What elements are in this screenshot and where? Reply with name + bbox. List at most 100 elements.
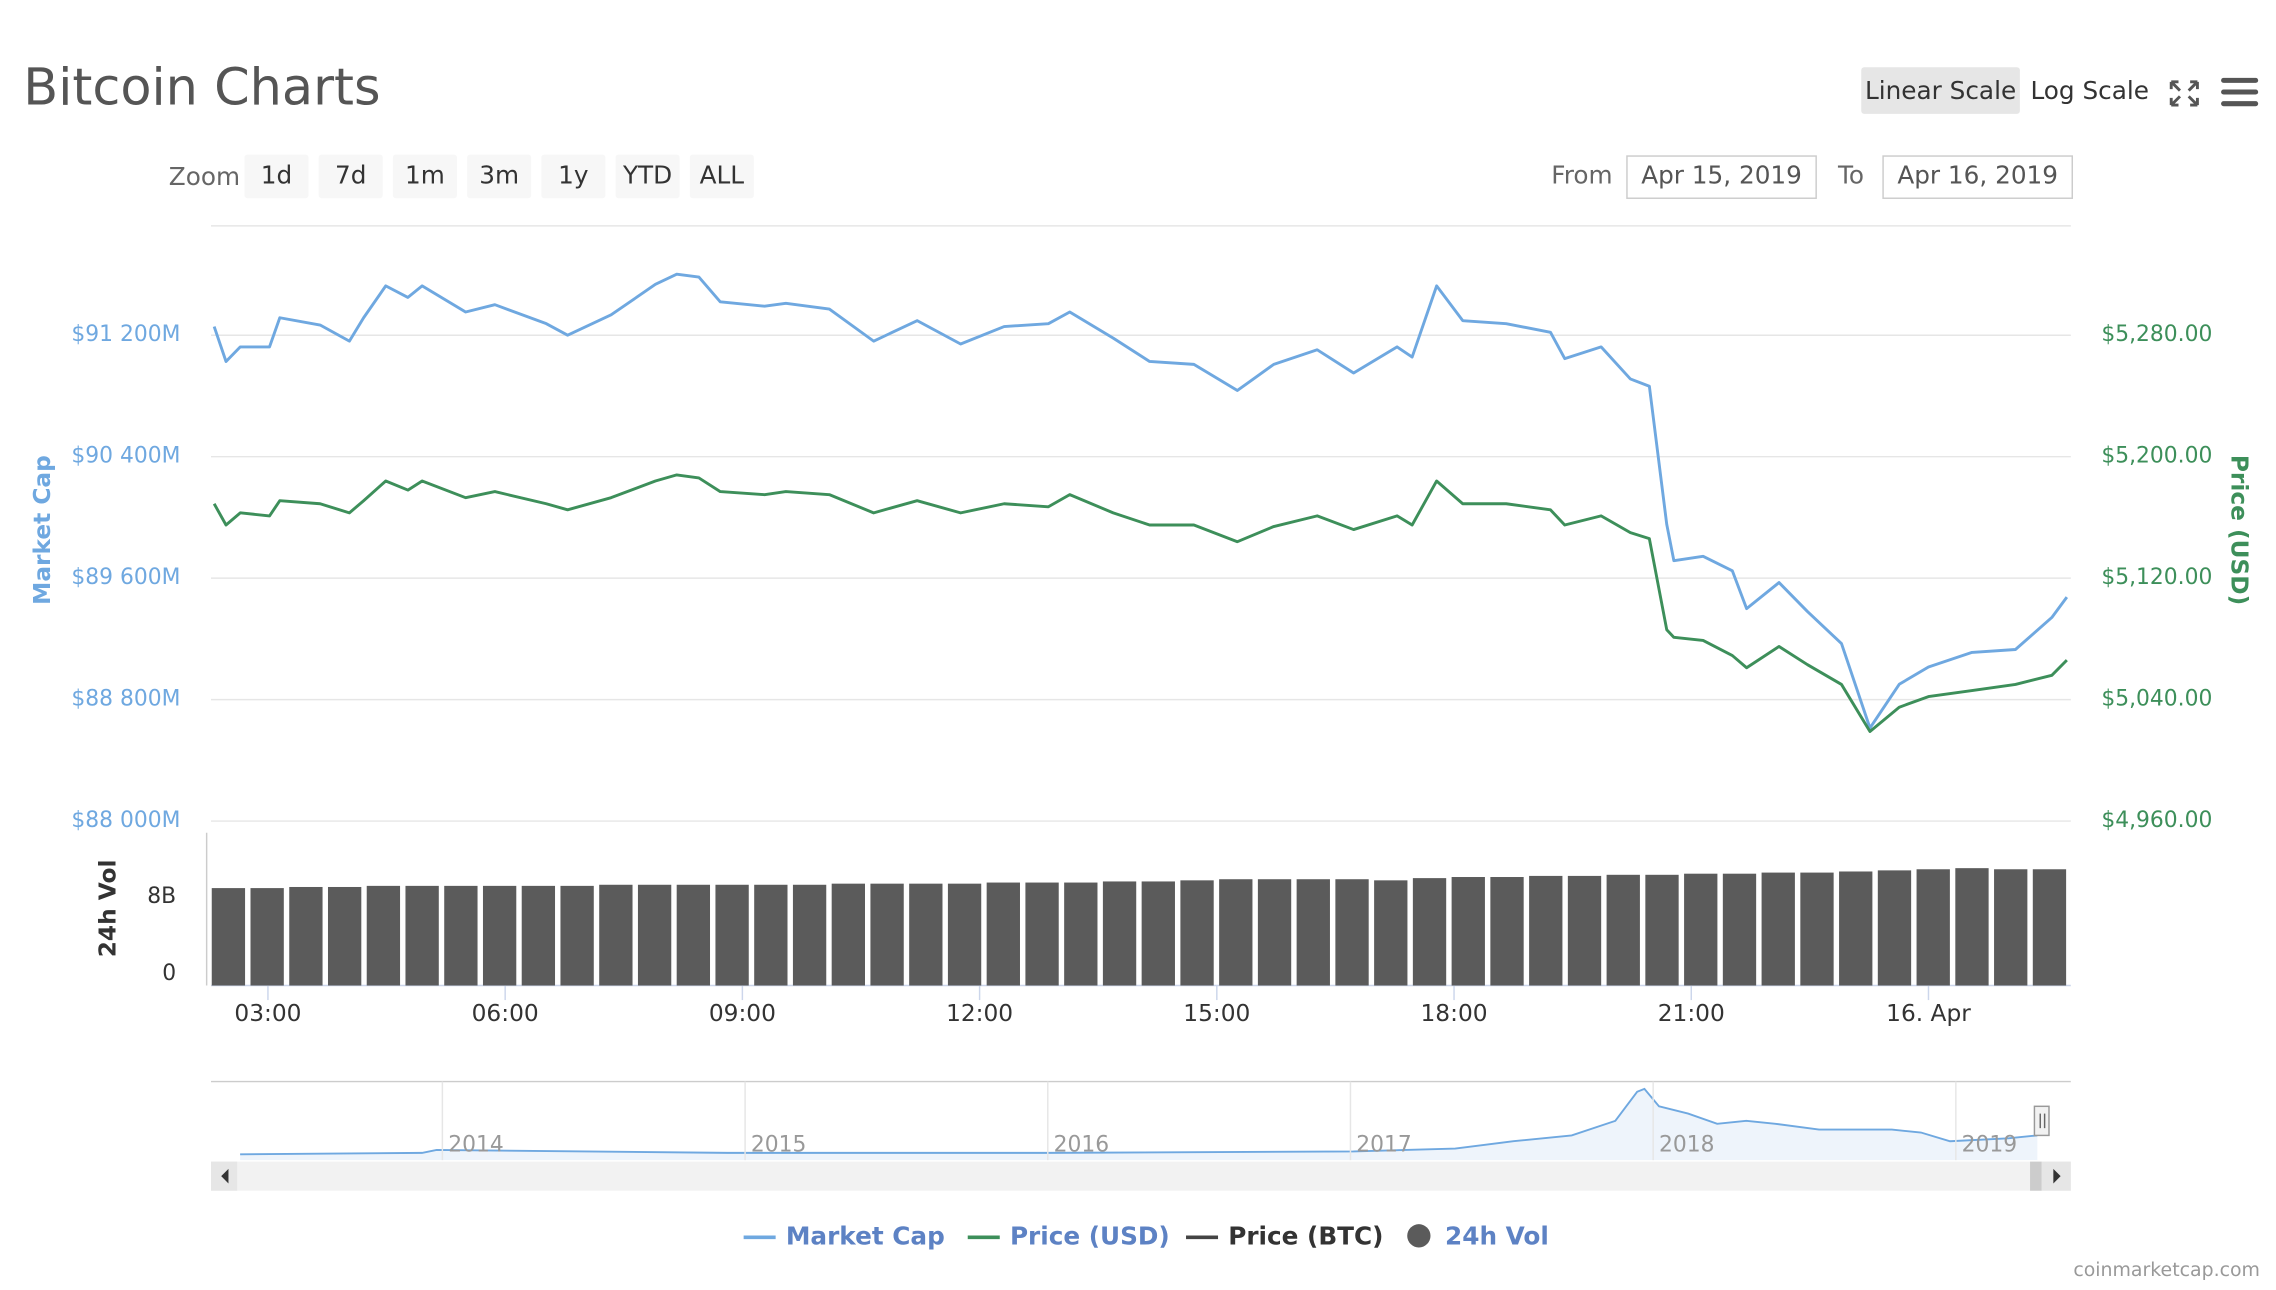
y-tick-label: $89 600M [71, 565, 180, 590]
volume-bar [986, 882, 1020, 986]
zoom-button-bg[interactable] [392, 154, 457, 199]
y-tick-label: 8B [147, 884, 176, 909]
volume-bar [1296, 879, 1330, 986]
navigator-year: 2016 [1054, 1133, 1110, 1158]
x-tick-label: 06:00 [472, 1000, 539, 1027]
y2-tick-label: $5,040.00 [2101, 687, 2212, 712]
volume-bar [1374, 880, 1408, 986]
scale-button-bg [1861, 67, 2020, 114]
to-label: To [1837, 160, 1864, 189]
zoom-button-bg[interactable] [541, 154, 606, 199]
legend-item[interactable]: Price (BTC) [1228, 1221, 1383, 1250]
fullscreen-icon[interactable] [2169, 80, 2199, 107]
navigator [211, 1080, 2071, 1191]
y2-axis-title: Price (USD) [2226, 455, 2253, 605]
to-input[interactable] [1882, 155, 2073, 199]
y2-tick-label: $5,280.00 [2101, 322, 2212, 347]
x-tick-label: 15:00 [1183, 1000, 1250, 1027]
volume-bar [1722, 873, 1757, 986]
volume-bar [1025, 882, 1059, 986]
volume-bar [289, 886, 323, 986]
zoom-button-bg[interactable] [318, 154, 383, 199]
volume-bar [831, 883, 866, 986]
volume-bar [560, 885, 594, 986]
scale-button[interactable]: Linear Scale [1865, 76, 2016, 105]
volume-bar [211, 888, 246, 986]
zoom-button-bg[interactable] [689, 154, 754, 199]
navigator-year: 2014 [448, 1133, 504, 1158]
volume-bar [1102, 881, 1137, 986]
scale-button[interactable]: Log Scale [2030, 76, 2149, 105]
volume-bar [2032, 869, 2067, 986]
volume-bar [250, 888, 284, 986]
x-tick-label: 21:00 [1658, 1000, 1725, 1027]
y-tick-label: $88 000M [71, 808, 180, 833]
volume-bar [1761, 872, 1795, 986]
series-line [212, 473, 2068, 733]
y-tick-label: $91 200M [71, 322, 180, 347]
volume-bar [792, 884, 827, 986]
zoom-button[interactable]: 1y [558, 160, 588, 189]
volume-bar [1335, 879, 1369, 986]
volume-bar [1955, 868, 1989, 986]
volume-bar [599, 884, 633, 986]
y-axis-title: 24h Vol [95, 860, 122, 958]
zoom-button[interactable]: ALL [700, 160, 745, 189]
page-title: Bitcoin Charts [23, 59, 380, 118]
zoom-button-bg[interactable] [467, 154, 532, 199]
zoom-button-bg[interactable] [615, 154, 680, 199]
volume-bar [366, 885, 401, 986]
volume-bar [1994, 869, 2028, 986]
zoom-button[interactable]: 7d [335, 160, 366, 189]
navigator-year: 2019 [1962, 1133, 2018, 1158]
y-tick-label: $90 400M [71, 444, 180, 469]
navigator-year: 2017 [1356, 1133, 1412, 1158]
zoom-button[interactable]: 1m [405, 160, 445, 189]
from-label: From [1551, 160, 1612, 189]
from-value[interactable]: Apr 15, 2019 [1641, 160, 1802, 189]
x-tick-label: 18:00 [1421, 1000, 1488, 1027]
volume-bar [754, 884, 788, 986]
legend-item[interactable]: 24h Vol [1445, 1221, 1549, 1250]
volume-bar [1257, 879, 1292, 986]
zoom-button-bg[interactable] [244, 154, 309, 199]
volume-bar [1916, 869, 1950, 986]
volume-bar [1219, 879, 1253, 986]
volume-bar [947, 883, 982, 986]
volume-bar [1412, 878, 1447, 986]
volume-bar [1490, 877, 1524, 986]
volume-bar [1064, 882, 1098, 986]
volume-bar [444, 885, 478, 986]
navigator-year: 2018 [1659, 1133, 1715, 1158]
x-tick-label: 12:00 [946, 1000, 1013, 1027]
volume-bar [1141, 881, 1175, 986]
volume-bar [1645, 874, 1679, 986]
zoom-button[interactable]: 1d [261, 160, 292, 189]
volume-bar [1606, 874, 1640, 986]
volume-bar [1877, 870, 1912, 986]
from-input[interactable] [1626, 155, 1817, 199]
legend-item[interactable]: Market Cap [786, 1221, 945, 1250]
volume-bar [521, 885, 556, 986]
y2-tick-label: $4,960.00 [2101, 808, 2212, 833]
volume-bar [482, 885, 517, 986]
menu-icon[interactable] [2221, 77, 2259, 107]
volume-bar [1180, 880, 1214, 986]
to-value[interactable]: Apr 16, 2019 [1897, 160, 2058, 189]
y-tick-label: 0 [162, 961, 176, 986]
x-tick-label: 16. Apr [1886, 1000, 1971, 1027]
volume-bar [637, 884, 672, 986]
volume-bar [870, 883, 904, 986]
volume-bar [909, 883, 943, 986]
legend-symbol [1407, 1224, 1431, 1248]
y2-tick-label: $5,200.00 [2101, 444, 2212, 469]
volume-bar [1529, 875, 1563, 986]
y-axis-title: Market Cap [29, 455, 56, 605]
zoom-button[interactable]: 3m [479, 160, 519, 189]
legend-item[interactable]: Price (USD) [1010, 1221, 1170, 1250]
series-line [212, 272, 2069, 730]
zoom-button[interactable]: YTD [622, 160, 672, 189]
volume-bar [1800, 872, 1834, 986]
